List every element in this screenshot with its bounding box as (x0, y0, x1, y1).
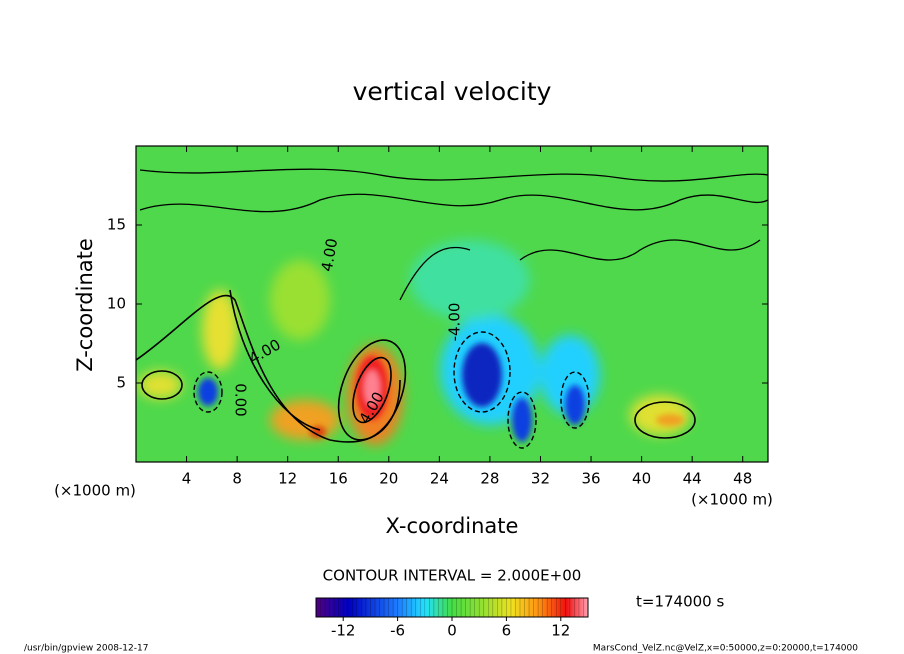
footer-left: /usr/bin/gpview 2008-12-17 (24, 644, 148, 654)
y-axis-label: Z-coordinate (73, 238, 97, 372)
x-tick-label: 24 (430, 470, 449, 488)
chart-title: vertical velocity (353, 77, 552, 106)
contour-label: -4.00 (446, 303, 464, 342)
x-tick-label: 28 (480, 470, 499, 488)
x-tick-label: 12 (278, 470, 297, 488)
x-tick-label: 8 (232, 470, 242, 488)
colorbar-tick-label: -6 (390, 622, 405, 640)
y-tick-label: 10 (107, 295, 126, 313)
x-tick-label: 4 (182, 470, 192, 488)
footer-right: MarsCond_VelZ.nc@VelZ,x=0:50000,z=0:2000… (593, 644, 858, 654)
contour-field (136, 146, 768, 462)
y-tick-label: 5 (116, 374, 126, 392)
x-tick-label: 36 (581, 470, 600, 488)
time-label: t=174000 s (636, 593, 724, 611)
contour-interval: CONTOUR INTERVAL = 2.000E+00 (323, 567, 582, 585)
x-tick-label: 16 (329, 470, 348, 488)
x-tick-label: 32 (531, 470, 550, 488)
x-tick-label: 40 (632, 470, 651, 488)
x-tick-label: 20 (379, 470, 398, 488)
contour-label: 4.00 (318, 237, 342, 273)
colorbar-tick-label: -12 (331, 622, 356, 640)
x-tick-label: 48 (733, 470, 752, 488)
y-tick-label: 15 (107, 216, 126, 234)
x-tick-label: 44 (683, 470, 702, 488)
colorbar-tick-label: 12 (551, 622, 570, 640)
x-unit: (×1000 m) (691, 491, 773, 509)
y-unit: (×1000 m) (54, 482, 136, 500)
contour-label: 0.00 (232, 383, 250, 416)
colorbar-tick-label: 6 (502, 622, 512, 640)
colorbar-tick-label: 0 (447, 622, 457, 640)
x-axis-label: X-coordinate (386, 514, 519, 538)
